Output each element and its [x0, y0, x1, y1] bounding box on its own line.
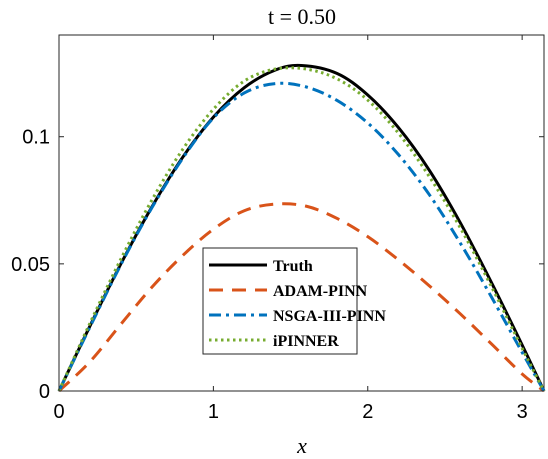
legend-label: iPINNER: [273, 333, 339, 350]
chart-title: t = 0.50: [268, 4, 336, 29]
series-line-2: [57, 202, 545, 393]
y-tick-label: 0.1: [22, 127, 50, 149]
x-axis-label: x: [296, 433, 307, 458]
legend-items: Truth ADAM-PINN NSGA-III-PINN iPINNER: [209, 258, 386, 350]
legend-label: ADAM-PINN: [273, 283, 368, 300]
y-tick-labels: 0 0.05 0.1: [11, 127, 50, 403]
x-tick-label: 1: [208, 401, 219, 423]
series-line-1: [57, 63, 546, 392]
x-tick-label: 2: [362, 401, 373, 423]
x-tick-label: 3: [517, 401, 528, 423]
legend: Truth ADAM-PINN NSGA-III-PINN iPINNER: [202, 247, 386, 355]
y-tick-label: 0: [39, 381, 50, 403]
tick-marks: [58, 35, 544, 392]
x-tick-labels: 0 1 2 3: [53, 401, 527, 423]
y-tick-label: 0.05: [11, 254, 50, 276]
legend-label: Truth: [273, 258, 313, 275]
series-line-3: [57, 81, 546, 392]
legend-label: NSGA-III-PINN: [273, 308, 386, 325]
series-layer: [57, 63, 546, 393]
x-tick-label: 0: [53, 401, 64, 423]
